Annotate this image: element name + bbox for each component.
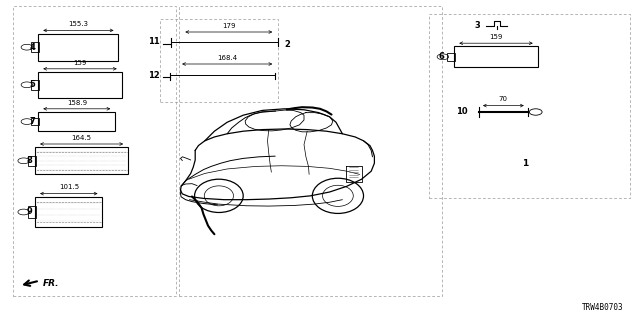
Text: 1: 1 bbox=[522, 159, 528, 168]
Text: 9: 9 bbox=[26, 207, 32, 217]
Text: 158.9: 158.9 bbox=[67, 100, 87, 106]
Bar bbox=[28, 156, 36, 166]
Text: 3: 3 bbox=[474, 21, 480, 30]
Bar bbox=[179, 6, 442, 296]
Text: 164.5: 164.5 bbox=[72, 135, 92, 141]
Text: 10: 10 bbox=[456, 108, 467, 116]
Bar bbox=[38, 112, 115, 131]
Text: 70: 70 bbox=[499, 96, 508, 102]
Bar bbox=[28, 206, 36, 218]
Text: 2: 2 bbox=[285, 40, 291, 49]
Bar bbox=[447, 53, 455, 61]
Text: 155.3: 155.3 bbox=[68, 21, 88, 27]
Text: 101.5: 101.5 bbox=[59, 184, 79, 190]
Text: TRW4B0703: TRW4B0703 bbox=[582, 303, 624, 312]
Bar bbox=[13, 6, 176, 296]
Bar bbox=[31, 80, 39, 90]
Bar bbox=[454, 46, 538, 67]
Text: 159: 159 bbox=[74, 60, 86, 66]
Bar bbox=[38, 34, 118, 61]
Text: 5: 5 bbox=[29, 80, 35, 89]
Bar bbox=[160, 19, 278, 102]
Bar bbox=[31, 118, 39, 125]
Text: 159: 159 bbox=[490, 34, 502, 40]
Bar bbox=[35, 147, 128, 174]
Bar bbox=[31, 42, 39, 52]
Text: 11: 11 bbox=[148, 37, 160, 46]
Text: 7: 7 bbox=[29, 117, 35, 126]
Bar bbox=[35, 197, 102, 227]
Bar bbox=[38, 72, 122, 98]
Text: 6: 6 bbox=[439, 52, 445, 61]
Text: FR.: FR. bbox=[43, 279, 60, 288]
Bar bbox=[429, 14, 630, 198]
Text: 12: 12 bbox=[148, 71, 160, 80]
Text: 8: 8 bbox=[26, 156, 32, 165]
Text: 168.4: 168.4 bbox=[217, 55, 237, 61]
Text: 4: 4 bbox=[29, 43, 35, 52]
Text: 179: 179 bbox=[222, 23, 236, 29]
